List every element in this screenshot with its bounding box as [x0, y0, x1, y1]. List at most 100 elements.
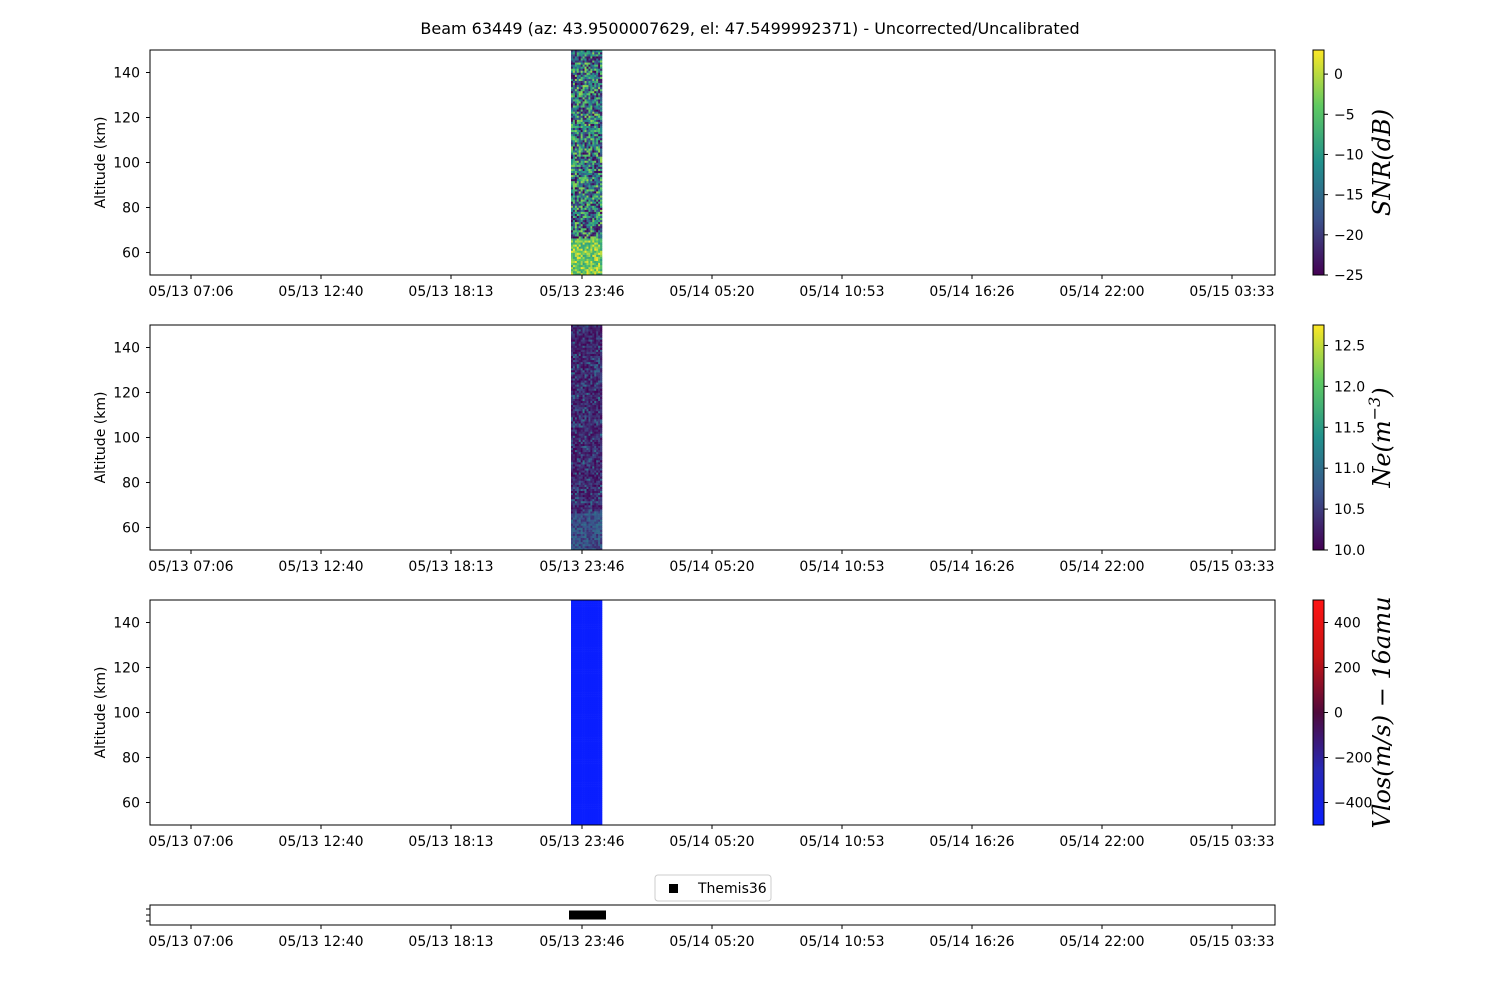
heatmap-cell [572, 433, 576, 436]
heatmap-cell [572, 84, 576, 88]
heatmap-cell [600, 205, 603, 208]
heatmap-cell [576, 790, 580, 793]
heatmap-cell [576, 737, 580, 740]
heatmap-cell [598, 148, 601, 151]
heatmap-cell [584, 195, 587, 198]
heatmap-cell [571, 796, 574, 799]
heatmap-cell [574, 107, 578, 110]
heatmap-cell [600, 101, 603, 104]
heatmap-cell [586, 343, 589, 346]
heatmap-cell [574, 209, 578, 212]
heatmap-cell [592, 484, 595, 487]
heatmap-cell [574, 127, 578, 131]
heatmap-cell [578, 796, 581, 799]
heatmap-cell [592, 525, 595, 528]
heatmap-cell [584, 137, 587, 141]
heatmap-cell [584, 152, 587, 155]
heatmap-cell [571, 527, 574, 530]
heatmap-cell [578, 242, 581, 245]
heatmap-cell [588, 753, 591, 756]
heatmap-cell [592, 790, 595, 793]
heatmap-cell [571, 790, 574, 793]
heatmap-cell [590, 86, 593, 90]
heatmap-cell [594, 113, 597, 116]
heatmap-cell [588, 739, 591, 742]
heatmap-cell [586, 464, 589, 467]
heatmap-cell [571, 329, 574, 332]
heatmap-cell [594, 484, 597, 487]
heatmap-cell [572, 260, 576, 264]
heatmap-cell [586, 367, 589, 371]
heatmap-cell [584, 361, 587, 365]
heatmap-cell [596, 341, 599, 344]
heatmap-cell [594, 86, 597, 90]
heatmap-cell [572, 749, 576, 752]
heatmap-cell [588, 527, 591, 530]
heatmap-cell [594, 230, 597, 233]
heatmap-cell [594, 156, 597, 159]
heatmap-cell [578, 671, 581, 674]
heatmap-cell [594, 68, 597, 71]
heatmap-cell [590, 794, 593, 797]
heatmap-cell [582, 529, 585, 532]
heatmap-cell [580, 219, 583, 223]
heatmap-cell [574, 780, 578, 783]
heatmap-cell [584, 794, 587, 797]
heatmap-cell [571, 66, 574, 69]
heatmap-cell [572, 92, 576, 96]
heatmap-cell [588, 547, 591, 551]
heatmap-cell [596, 390, 599, 393]
heatmap-cell [580, 250, 583, 253]
heatmap-cell [580, 661, 583, 664]
heatmap-cell [586, 784, 589, 787]
heatmap-cell [572, 653, 576, 656]
heatmap-cell [588, 696, 591, 699]
heatmap-cell [590, 433, 593, 436]
heatmap-cell [594, 209, 597, 212]
heatmap-cell [592, 457, 595, 461]
heatmap-cell [596, 88, 599, 92]
heatmap-cell [600, 327, 603, 330]
heatmap-cell [600, 367, 603, 371]
heatmap-cell [590, 135, 593, 139]
heatmap-cell [594, 256, 597, 259]
heatmap-cell [596, 240, 599, 243]
heatmap-cell [582, 390, 585, 393]
heatmap-cell [586, 517, 589, 520]
heatmap-cell [586, 394, 589, 397]
heatmap-cell [576, 162, 580, 165]
heatmap-cell [592, 700, 595, 703]
heatmap-cell [592, 500, 595, 504]
heatmap-cell [572, 545, 576, 549]
heatmap-cell [580, 217, 583, 221]
heatmap-cell [582, 341, 585, 344]
heatmap-cell [571, 394, 574, 397]
heatmap-cell [571, 521, 574, 524]
heatmap-cell [594, 97, 597, 100]
heatmap-cell [576, 203, 580, 206]
heatmap-cell [594, 533, 597, 536]
heatmap-cell [576, 400, 580, 404]
heatmap-cell [594, 70, 597, 73]
heatmap-cell [588, 133, 591, 137]
heatmap-cell [590, 111, 593, 114]
heatmap-cell [571, 716, 574, 719]
heatmap-cell [576, 460, 580, 463]
heatmap-cell [590, 761, 593, 764]
heatmap-cell [586, 509, 589, 512]
heatmap-cell [594, 492, 597, 496]
heatmap-cell [588, 433, 591, 436]
heatmap-cell [578, 357, 581, 361]
heatmap-cell [582, 792, 585, 795]
heatmap-cell [594, 115, 597, 118]
heatmap-cell [578, 618, 581, 621]
heatmap-cell [572, 457, 576, 461]
heatmap-cell [590, 745, 593, 748]
heatmap-cell [586, 457, 589, 461]
heatmap-cell [590, 131, 593, 135]
heatmap-cell [584, 751, 587, 754]
heatmap-cell [576, 519, 580, 522]
heatmap-cell [596, 457, 599, 461]
heatmap-cell [574, 176, 578, 180]
heatmap-cell [574, 800, 578, 803]
